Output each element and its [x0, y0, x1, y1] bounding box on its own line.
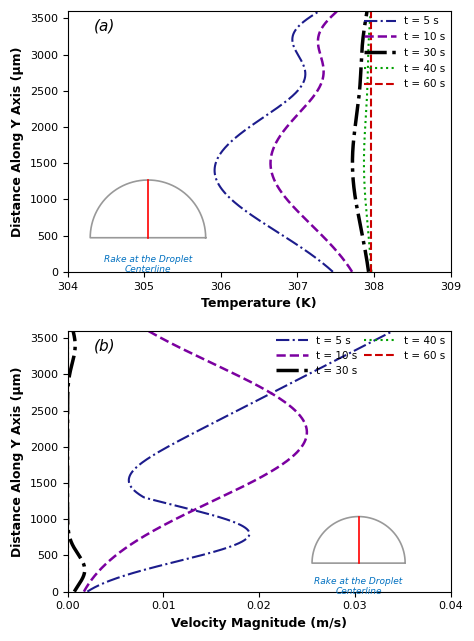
t = 60 s	[368, 72, 374, 79]
t = 60 s	[64, 470, 70, 478]
t = 30 s	[358, 72, 364, 79]
t = 30 s	[70, 327, 76, 335]
t = 40 s	[64, 327, 70, 335]
Legend: t = 5 s, t = 10 s, t = 30 s, t = 40 s, t = 60 s: t = 5 s, t = 10 s, t = 30 s, t = 40 s, t…	[365, 16, 445, 89]
t = 60 s	[64, 542, 70, 549]
t = 60 s	[368, 222, 374, 229]
t = 40 s	[368, 7, 374, 15]
t = 5 s	[221, 413, 227, 421]
t = 10 s	[299, 413, 304, 421]
Line: t = 10 s: t = 10 s	[84, 331, 307, 592]
t = 30 s	[70, 542, 76, 549]
t = 5 s	[84, 588, 90, 595]
t = 10 s	[264, 470, 270, 478]
t = 5 s	[302, 72, 308, 79]
Line: t = 40 s: t = 40 s	[364, 11, 372, 272]
t = 10 s	[272, 392, 278, 399]
t = 60 s	[64, 327, 70, 335]
t = 60 s	[64, 520, 70, 528]
t = 40 s	[64, 542, 70, 549]
t = 60 s	[368, 150, 374, 158]
t = 40 s	[365, 72, 371, 79]
t = 10 s	[310, 222, 315, 229]
t = 5 s	[259, 114, 265, 122]
t = 40 s	[363, 114, 369, 122]
t = 40 s	[361, 150, 367, 158]
t = 5 s	[128, 470, 134, 478]
t = 40 s	[365, 222, 371, 229]
t = 60 s	[64, 392, 70, 399]
t = 10 s	[303, 434, 309, 442]
t = 30 s	[364, 7, 370, 15]
Line: t = 30 s: t = 30 s	[353, 11, 369, 272]
Line: t = 5 s: t = 5 s	[215, 11, 333, 272]
t = 5 s	[231, 542, 237, 549]
t = 5 s	[218, 150, 223, 158]
t = 5 s	[182, 434, 187, 442]
t = 10 s	[162, 520, 168, 528]
t = 5 s	[264, 392, 270, 399]
t = 40 s	[364, 94, 370, 101]
t = 5 s	[237, 520, 243, 528]
t = 10 s	[320, 72, 326, 79]
t = 60 s	[64, 413, 70, 421]
t = 40 s	[64, 413, 70, 421]
t = 60 s	[368, 114, 374, 122]
t = 30 s	[354, 114, 359, 122]
X-axis label: Temperature (K): Temperature (K)	[201, 297, 317, 310]
t = 5 s	[317, 7, 322, 15]
t = 30 s	[72, 588, 77, 595]
t = 60 s	[368, 94, 374, 101]
t = 10 s	[127, 542, 132, 549]
Legend: t = 5 s, t = 10 s, t = 30 s, t = 40 s, t = 60 s: t = 5 s, t = 10 s, t = 30 s, t = 40 s, t…	[276, 336, 445, 376]
t = 30 s	[354, 201, 359, 208]
Line: t = 10 s: t = 10 s	[271, 11, 352, 272]
Line: t = 5 s: t = 5 s	[87, 331, 393, 592]
t = 10 s	[289, 201, 294, 208]
t = 5 s	[264, 222, 270, 229]
t = 10 s	[269, 150, 274, 158]
t = 60 s	[368, 7, 374, 15]
t = 30 s	[357, 222, 363, 229]
t = 40 s	[64, 470, 70, 478]
t = 10 s	[81, 588, 87, 595]
Text: (a): (a)	[94, 19, 116, 34]
t = 5 s	[330, 268, 336, 276]
t = 5 s	[390, 327, 396, 335]
t = 5 s	[235, 201, 240, 208]
t = 60 s	[368, 201, 374, 208]
t = 30 s	[350, 150, 356, 158]
Line: t = 30 s: t = 30 s	[67, 331, 85, 592]
t = 10 s	[146, 327, 151, 335]
t = 5 s	[288, 94, 293, 101]
t = 40 s	[64, 392, 70, 399]
t = 40 s	[64, 520, 70, 528]
X-axis label: Velocity Magnitude (m/s): Velocity Magnitude (m/s)	[171, 617, 347, 630]
t = 30 s	[64, 413, 70, 421]
t = 30 s	[65, 392, 71, 399]
t = 30 s	[366, 268, 372, 276]
t = 40 s	[363, 201, 369, 208]
t = 40 s	[369, 268, 374, 276]
t = 30 s	[356, 94, 362, 101]
t = 60 s	[64, 434, 70, 442]
t = 30 s	[64, 470, 70, 478]
t = 60 s	[64, 588, 70, 595]
t = 10 s	[334, 7, 340, 15]
Text: (b): (b)	[94, 338, 116, 354]
t = 10 s	[349, 268, 355, 276]
t = 30 s	[65, 520, 71, 528]
t = 30 s	[64, 434, 70, 442]
Y-axis label: Distance Along Y Axis (μm): Distance Along Y Axis (μm)	[11, 46, 24, 237]
t = 40 s	[64, 434, 70, 442]
Y-axis label: Distance Along Y Axis (μm): Distance Along Y Axis (μm)	[11, 366, 24, 556]
t = 40 s	[64, 588, 70, 595]
t = 10 s	[292, 114, 297, 122]
t = 60 s	[368, 268, 374, 276]
t = 10 s	[310, 94, 315, 101]
